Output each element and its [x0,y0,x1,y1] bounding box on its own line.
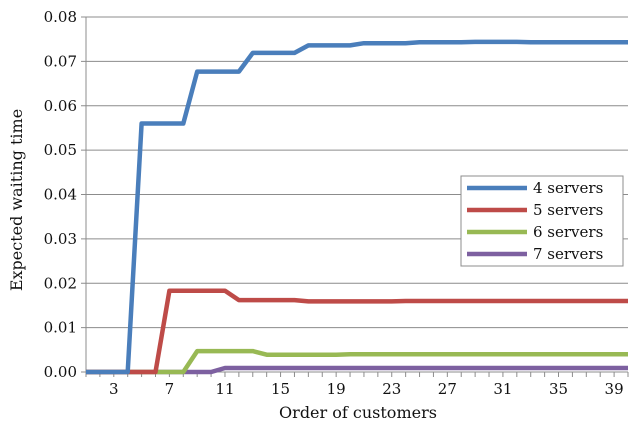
x-tick-label: 15 [271,380,290,398]
x-tick-label: 35 [549,380,568,398]
x-tick-label: 3 [109,380,119,398]
x-tick-label: 11 [215,380,234,398]
x-tick-label: 19 [327,380,346,398]
legend-label: 5 servers [533,201,603,219]
legend-label: 7 servers [533,245,603,263]
y-tick-label: 0.06 [44,97,77,115]
legend-box [460,175,624,267]
x-axis-title: Order of customers [279,403,437,422]
legend-label: 4 servers [533,179,603,197]
x-tick-label: 7 [165,380,175,398]
x-tick-label: 23 [382,380,401,398]
gridlines [86,16,628,329]
series-lines [86,39,628,375]
y-tick-label: 0.02 [44,274,77,292]
y-tick-label: 0.05 [44,141,77,159]
y-tick-label: 0.08 [44,8,77,26]
y-tick-label: 0.03 [44,230,77,248]
x-tick-label: 27 [438,380,457,398]
legend-label: 6 servers [533,223,603,241]
series-line-6-servers [86,348,628,375]
y-tick-label: 0.07 [44,52,77,70]
y-tick-label: 0.04 [44,186,77,204]
x-tick-label: 31 [493,380,512,398]
y-axis-title: Expected waiting time [7,109,26,291]
tick-labels: 0.00 0.01 0.02 0.03 0.04 0.05 0.06 0.07 0.08 3 7 11… [44,8,624,398]
legend: 4 servers 5 servers 6 servers 7 servers [460,175,624,267]
y-tick-label: 0.01 [44,319,77,337]
series-line-4-servers [86,39,628,375]
series-line-5-servers [86,288,628,375]
x-tick-label: 39 [605,380,624,398]
y-tick-label: 0.00 [44,363,77,381]
